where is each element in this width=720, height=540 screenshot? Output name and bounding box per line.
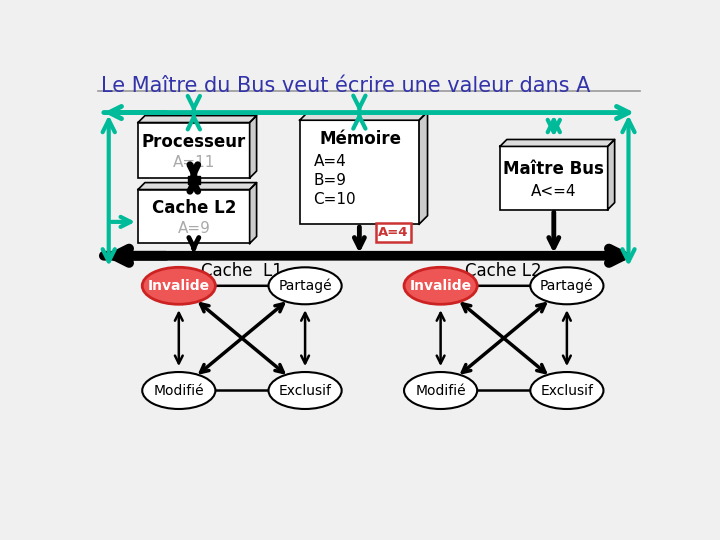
Ellipse shape: [404, 267, 477, 304]
Bar: [138, 190, 250, 244]
Polygon shape: [250, 183, 256, 244]
Ellipse shape: [531, 267, 603, 304]
Text: Cache L2: Cache L2: [465, 262, 542, 280]
Text: Partagé: Partagé: [540, 279, 594, 293]
Text: C=10: C=10: [314, 192, 356, 207]
Text: Cache  L1: Cache L1: [201, 262, 283, 280]
Bar: [300, 120, 419, 224]
Text: Modifié: Modifié: [415, 383, 466, 397]
Text: Maître Bus: Maître Bus: [503, 159, 604, 178]
Polygon shape: [419, 112, 428, 224]
Text: Le Maître du Bus veut écrire une valeur dans A: Le Maître du Bus veut écrire une valeur …: [101, 76, 590, 96]
FancyBboxPatch shape: [376, 224, 411, 242]
Text: A=11: A=11: [173, 155, 215, 170]
Ellipse shape: [143, 372, 215, 409]
Polygon shape: [138, 116, 256, 123]
Bar: [500, 146, 608, 210]
Text: Exclusif: Exclusif: [541, 383, 593, 397]
Ellipse shape: [269, 267, 342, 304]
Bar: [138, 123, 250, 178]
Text: A=4: A=4: [379, 226, 409, 239]
Text: Partagé: Partagé: [278, 279, 332, 293]
Text: Mémoire: Mémoire: [320, 130, 402, 148]
Polygon shape: [300, 112, 428, 120]
Text: Invalide: Invalide: [148, 279, 210, 293]
Polygon shape: [138, 183, 256, 190]
Ellipse shape: [143, 267, 215, 304]
Polygon shape: [500, 139, 615, 146]
Ellipse shape: [404, 372, 477, 409]
Text: A=9: A=9: [177, 221, 210, 236]
Text: A<=4: A<=4: [531, 184, 577, 199]
Text: A=4: A=4: [314, 154, 346, 170]
Ellipse shape: [269, 372, 342, 409]
Polygon shape: [250, 116, 256, 178]
Text: Processeur: Processeur: [142, 133, 246, 151]
Text: Invalide: Invalide: [410, 279, 472, 293]
Ellipse shape: [531, 372, 603, 409]
Text: Exclusif: Exclusif: [279, 383, 332, 397]
Text: Modifié: Modifié: [153, 383, 204, 397]
Text: B=9: B=9: [314, 173, 346, 188]
Text: Cache L2: Cache L2: [152, 199, 236, 218]
Polygon shape: [608, 139, 615, 210]
